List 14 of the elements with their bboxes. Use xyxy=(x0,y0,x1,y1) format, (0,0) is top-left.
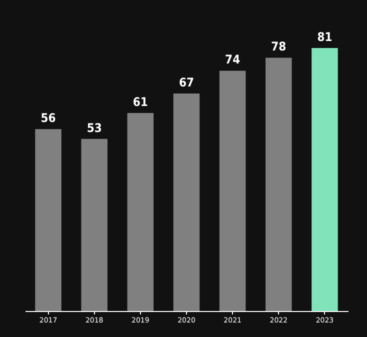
bar xyxy=(35,129,62,311)
bar xyxy=(173,93,200,311)
bar xyxy=(127,112,154,311)
bar xyxy=(312,48,338,311)
bar xyxy=(266,58,292,311)
data-label: 78 xyxy=(271,40,286,54)
data-label: 61 xyxy=(132,94,148,109)
data-label: 53 xyxy=(86,120,102,135)
data-label: 74 xyxy=(225,52,241,67)
data-label: 67 xyxy=(178,75,194,90)
data-label: 81 xyxy=(317,30,332,44)
data-label: 56 xyxy=(40,111,56,126)
bar xyxy=(81,138,108,311)
bar xyxy=(219,70,246,311)
